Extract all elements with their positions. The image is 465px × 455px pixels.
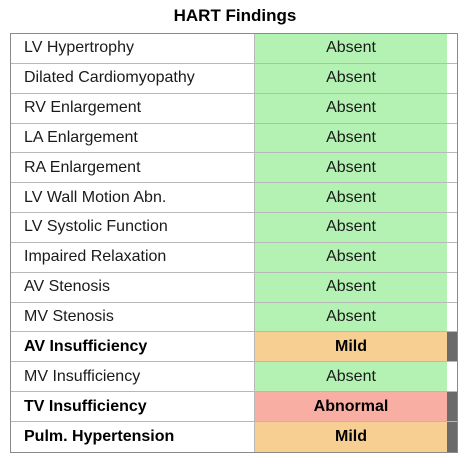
finding-label: RA Enlargement xyxy=(11,153,255,183)
finding-row: LV Wall Motion Abn. Absent xyxy=(11,183,457,214)
finding-value: Absent xyxy=(255,213,447,242)
finding-row: Dilated Cardiomyopathy Absent xyxy=(11,63,457,94)
finding-value: Abnormal xyxy=(255,392,447,421)
finding-label: Impaired Relaxation xyxy=(11,242,255,272)
finding-value: Absent xyxy=(255,123,447,153)
status-marker xyxy=(447,421,457,452)
finding-value: Mild xyxy=(255,332,447,362)
status-marker xyxy=(447,153,457,183)
status-marker xyxy=(447,213,457,242)
finding-label: Dilated Cardiomyopathy xyxy=(11,63,255,93)
status-marker xyxy=(447,63,457,93)
status-marker xyxy=(447,332,457,362)
status-marker xyxy=(447,362,457,392)
status-marker xyxy=(447,123,457,153)
finding-value: Absent xyxy=(255,63,447,93)
finding-label: LV Hypertrophy xyxy=(11,34,255,63)
finding-row: MV Insufficiency Absent xyxy=(11,362,457,393)
finding-value: Absent xyxy=(255,242,447,272)
finding-row: Impaired Relaxation Absent xyxy=(11,242,457,273)
finding-row: LA Enlargement Absent xyxy=(11,123,457,154)
finding-value: Absent xyxy=(255,183,447,213)
finding-row: RV Enlargement Absent xyxy=(11,93,457,124)
finding-label: AV Insufficiency xyxy=(11,332,255,362)
finding-value: Absent xyxy=(255,272,447,302)
finding-label: LA Enlargement xyxy=(11,123,255,153)
status-marker xyxy=(447,392,457,421)
finding-label: RV Enlargement xyxy=(11,93,255,123)
finding-value: Mild xyxy=(255,421,447,452)
finding-value: Absent xyxy=(255,93,447,123)
finding-value: Absent xyxy=(255,34,447,63)
status-marker xyxy=(447,34,457,63)
finding-row: RA Enlargement Absent xyxy=(11,153,457,184)
finding-row: AV Insufficiency Mild xyxy=(11,332,457,363)
finding-row: TV Insufficiency Abnormal xyxy=(11,392,457,422)
finding-row: LV Hypertrophy Absent xyxy=(11,34,457,64)
status-marker xyxy=(447,272,457,302)
finding-label: Pulm. Hypertension xyxy=(11,421,255,452)
finding-label: MV Insufficiency xyxy=(11,362,255,392)
status-marker xyxy=(447,93,457,123)
finding-value: Absent xyxy=(255,362,447,392)
finding-value: Absent xyxy=(255,302,447,332)
finding-label: MV Stenosis xyxy=(11,302,255,332)
finding-row: AV Stenosis Absent xyxy=(11,272,457,303)
findings-title: HART Findings xyxy=(173,6,297,25)
finding-row: Pulm. Hypertension Mild xyxy=(11,421,457,452)
finding-row: LV Systolic Function Absent xyxy=(11,213,457,243)
finding-row: MV Stenosis Absent xyxy=(11,302,457,333)
finding-label: LV Wall Motion Abn. xyxy=(11,183,255,213)
finding-label: AV Stenosis xyxy=(11,272,255,302)
finding-label: TV Insufficiency xyxy=(11,392,255,421)
finding-value: Absent xyxy=(255,153,447,183)
finding-label: LV Systolic Function xyxy=(11,213,255,242)
status-marker xyxy=(447,302,457,332)
status-marker xyxy=(447,242,457,272)
findings-table: LV Hypertrophy Absent Dilated Cardiomyop… xyxy=(10,33,458,453)
status-marker xyxy=(447,183,457,213)
